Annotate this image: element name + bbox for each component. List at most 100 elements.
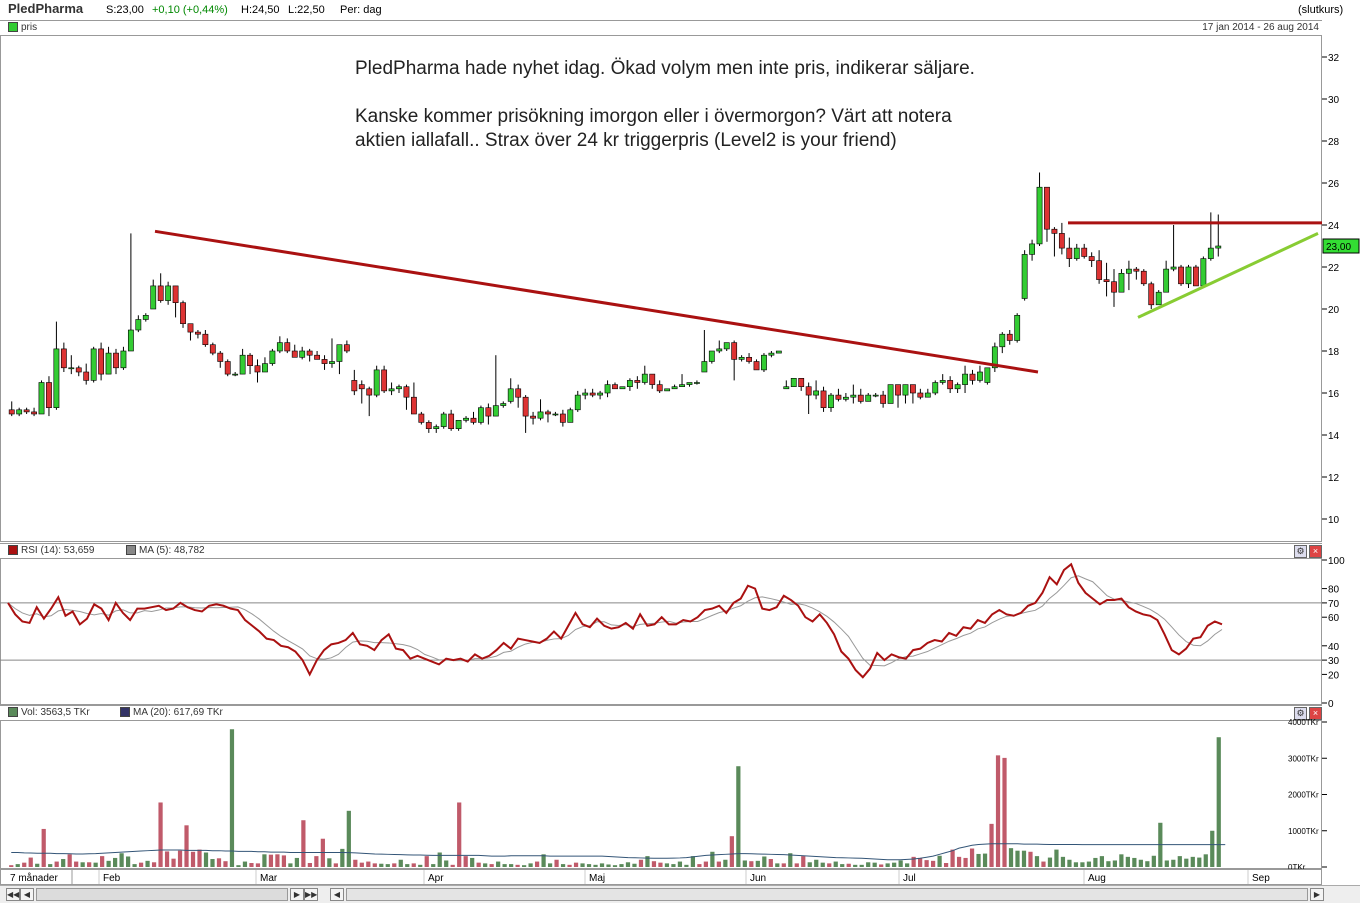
price-y-tick-label: 32 (1328, 53, 1340, 64)
candle-body (403, 386, 410, 398)
scroll-start-button[interactable]: ◀◀ (6, 888, 20, 901)
candle-body (746, 356, 752, 362)
volume-bar (1028, 851, 1033, 867)
zoom-left-button[interactable]: ◀ (330, 888, 344, 901)
volume-bar (470, 857, 475, 867)
candle-body (507, 388, 514, 402)
volume-bar (294, 857, 300, 867)
volume-bar (268, 854, 274, 867)
zoom-right-button[interactable]: ▶ (1310, 888, 1324, 901)
vol-y-tick-label: 0TKr (1288, 863, 1306, 872)
candle-body (329, 361, 335, 364)
candle-body (977, 371, 983, 381)
volume-bar (1171, 859, 1176, 867)
volume-bar (1119, 854, 1124, 867)
volume-bar (1093, 857, 1098, 867)
candle-body (828, 394, 834, 409)
candle-body (775, 350, 782, 354)
volume-bar (547, 863, 553, 867)
candle-body (83, 371, 90, 381)
volume-bar (943, 863, 949, 867)
candle-body (723, 342, 730, 350)
vol-close-icon[interactable]: × (1309, 707, 1322, 720)
candle-body (768, 352, 775, 356)
volume-bar (898, 860, 903, 867)
volume-bar (203, 852, 209, 867)
candle-body (1133, 268, 1140, 272)
price-y-tick-label: 16 (1328, 389, 1340, 400)
scroll-left-button[interactable]: ◀ (20, 888, 34, 901)
candle-body (857, 394, 864, 402)
volume-bar (483, 863, 488, 867)
volume-bar (288, 863, 293, 867)
candle-body (209, 344, 216, 354)
rsi-settings-icon[interactable]: ⚙ (1294, 545, 1307, 558)
volume-bar (541, 854, 546, 867)
volume-bar (924, 860, 929, 867)
candle-body (686, 382, 693, 385)
volume-bar (314, 856, 319, 867)
volume-bar (918, 857, 923, 867)
volume-bar (87, 862, 92, 867)
volume-bar (418, 864, 423, 867)
volume-bar (113, 857, 118, 867)
price-y-tick-label: 20 (1328, 305, 1340, 316)
volume-ma-line (11, 843, 1226, 861)
candle-body (381, 369, 388, 392)
candle-body (433, 426, 440, 430)
candle-body (895, 384, 901, 396)
volume-bar (1197, 857, 1202, 867)
volume-bar (359, 862, 364, 867)
candle-body (515, 388, 522, 398)
volume-bar (827, 863, 832, 867)
volume-bar (846, 863, 851, 867)
candle-body (336, 344, 343, 362)
volume-bar (560, 864, 566, 867)
candle-body (269, 350, 276, 364)
candle-body (939, 380, 946, 383)
volume-bar (346, 810, 351, 867)
volume-bar (593, 864, 598, 867)
vol-settings-icon[interactable]: ⚙ (1294, 707, 1307, 720)
volume-bar (768, 859, 773, 867)
month-tick-label: Apr (428, 873, 444, 884)
volume-bar (502, 864, 507, 867)
candle-body (202, 333, 209, 346)
volume-bar (1177, 856, 1182, 867)
candle-body (187, 323, 194, 333)
rsi-close-icon[interactable]: × (1309, 545, 1322, 558)
volume-bar (340, 848, 345, 867)
price-y-tick-label: 10 (1328, 515, 1340, 526)
volume-bar (1073, 862, 1079, 867)
candle-body (694, 382, 700, 384)
price-y-tick-label: 30 (1328, 95, 1340, 106)
candle-body (813, 390, 819, 396)
price-change: +0,10 (+0,44%) (152, 4, 228, 16)
candle-body (470, 417, 477, 423)
candle-body (1178, 266, 1184, 285)
volume-bar (9, 865, 14, 867)
volume-bar (794, 863, 799, 867)
candle-body (589, 392, 596, 396)
candle-body (1066, 247, 1073, 259)
scroll-track-1[interactable] (36, 888, 288, 901)
scroll-end-button[interactable]: ▶▶ (304, 888, 318, 901)
stock-name: PledPharma (8, 1, 84, 16)
candle-body (254, 365, 261, 373)
volume-bar (437, 852, 442, 867)
candle-body (351, 380, 358, 392)
volume-bar (93, 862, 98, 867)
volume-bar (450, 864, 455, 867)
volume-bar (1112, 860, 1117, 867)
month-tick-label: Jul (903, 873, 916, 884)
volume-bar (35, 863, 40, 867)
scroll-track-2[interactable] (346, 888, 1308, 901)
volume-bar (950, 849, 955, 867)
scroll-right-button[interactable]: ▶ (290, 888, 304, 901)
volume-bar (755, 860, 760, 867)
volume-bar (171, 858, 176, 867)
volume-bar (885, 863, 890, 867)
candle-body (448, 413, 455, 429)
closing-label: (slutkurs) (1298, 4, 1344, 16)
candle-body (716, 348, 723, 352)
